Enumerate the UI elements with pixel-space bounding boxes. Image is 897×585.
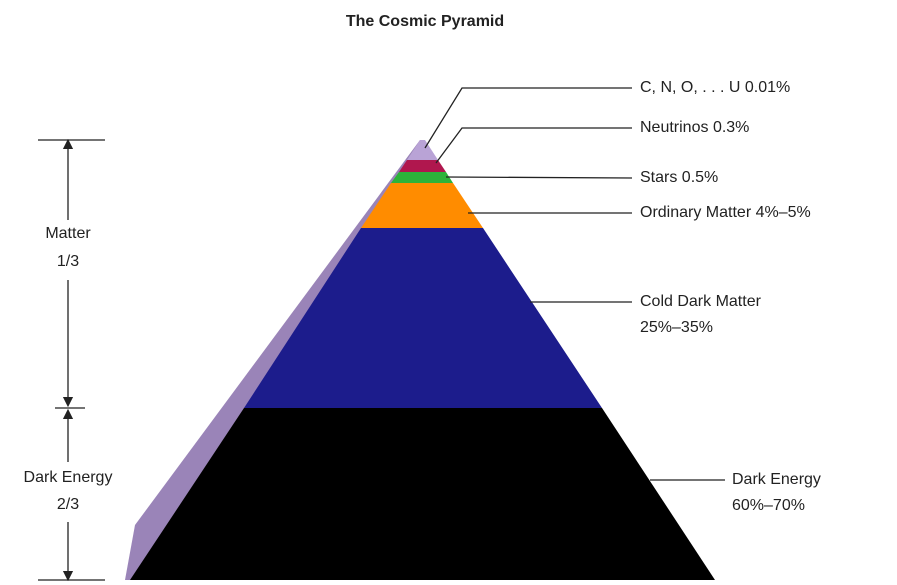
title: The Cosmic Pyramid <box>346 13 504 30</box>
leader-line <box>435 127 632 164</box>
component-label: Cold Dark Matter <box>640 293 762 310</box>
group-fraction: 1/3 <box>57 253 79 270</box>
layer-cold-dark-matter <box>244 228 602 408</box>
component-label: Dark Energy <box>732 471 821 488</box>
pyramid-side-face <box>125 140 420 580</box>
component-label: Ordinary Matter 4%–5% <box>640 204 811 221</box>
layer-neutrinos <box>399 160 446 172</box>
leader-line <box>445 176 633 179</box>
component-label: Neutrinos 0.3% <box>640 119 749 136</box>
group-label: Matter <box>45 225 91 242</box>
layer-ordinary-matter <box>361 183 483 228</box>
group-fraction: 2/3 <box>57 496 79 513</box>
leader-line <box>424 87 632 149</box>
component-label: Stars 0.5% <box>640 169 718 186</box>
layer-heavy-elements <box>407 140 438 160</box>
group-label: Dark Energy <box>24 469 113 486</box>
component-share: 25%–35% <box>640 319 713 336</box>
layer-dark-energy <box>130 408 715 580</box>
layer-stars <box>391 172 453 183</box>
component-share: 60%–70% <box>732 497 805 514</box>
component-label: C, N, O, . . . U 0.01% <box>640 79 790 96</box>
